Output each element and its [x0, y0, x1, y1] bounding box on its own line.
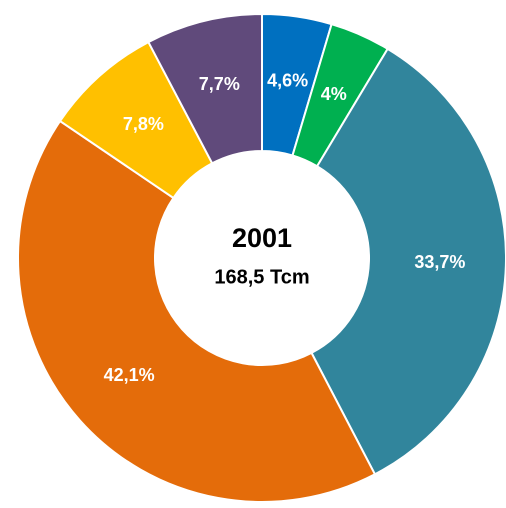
donut-slice: [147, 12, 263, 165]
donut-slice: [17, 119, 377, 503]
data-label: 33,7%: [414, 252, 465, 272]
data-label: 7,8%: [123, 114, 164, 134]
data-label: 7,7%: [199, 74, 240, 94]
data-label: 42,1%: [104, 365, 155, 385]
data-label: 4,6%: [267, 71, 308, 91]
chart-title: 2001: [232, 223, 292, 253]
data-label: 4%: [321, 84, 347, 104]
chart-subtitle: 168,5 Tcm: [214, 266, 309, 288]
donut-slice: [310, 47, 506, 476]
